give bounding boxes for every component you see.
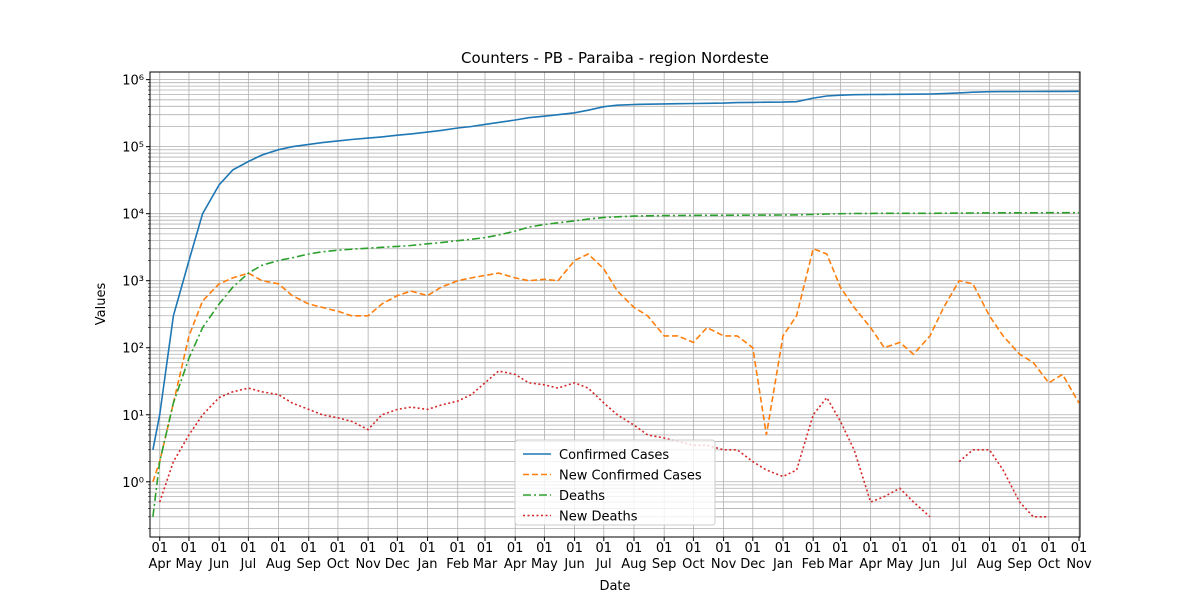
x-tick-label: 01 Apr [503,541,527,572]
x-tick-label: 01 Aug [976,541,1003,572]
x-tick-label: 01 Nov [710,541,737,572]
plot-lines [152,90,1080,518]
x-tick-label: 01 May [530,541,558,572]
x-tick-label: 01 Jun [208,541,230,572]
x-tick-label: 01 Sep [296,541,321,572]
y-tick-label: 10³ [122,275,144,290]
x-tick-label: 01 Sep [651,541,677,572]
x-tick-label: 01 Jul [950,541,968,572]
series-line [158,370,931,518]
series-line [152,211,1079,517]
x-tick-label: 01 Apr [859,541,882,572]
x-tick-label: 01 Aug [621,541,647,572]
x-tick-label: 01 Aug [265,541,292,572]
x-tick-label: 01 Feb [801,541,825,572]
x-tick-label: 01 Oct [682,541,705,572]
x-tick-label: 01 Mar [472,541,498,572]
x-tick-label: 01 May [886,541,914,572]
x-tick-label: 01 Nov [1066,541,1092,572]
series-line [958,449,1049,518]
series-line [152,247,1080,483]
legend-label: Confirmed Cases [559,448,669,463]
legend-label: New Deaths [559,510,638,525]
legend: Confirmed Cases New Confirmed Cases Deaths… [514,439,716,526]
series-line [152,90,1080,450]
y-tick-label: 10⁵ [122,141,144,156]
x-tick-label: 01 Nov [355,541,381,572]
legend-label: New Confirmed Cases [559,469,702,484]
x-tick-label: 01 Feb [446,541,470,572]
y-tick-label: 10² [122,342,144,357]
x-tick-label: 01 Dec [740,541,766,572]
x-tick-label: 01 Jul [595,541,613,572]
y-axis-label: Values [94,283,109,326]
x-tick-label: 01 Jun [564,541,585,572]
x-tick-label: 01 Apr [148,541,171,572]
x-tick-label: 01 Oct [1037,541,1061,572]
x-tick-label: 01 Dec [384,541,410,572]
y-tick-label: 10¹ [122,409,144,424]
y-tick-label: 10⁴ [122,208,144,223]
x-tick-label: 01 Jul [240,541,257,572]
x-tick-label: 01 Jan [772,541,793,572]
y-tick-label: 10⁰ [122,476,144,491]
y-tick-label: 10⁶ [122,74,144,89]
legend-label: Deaths [559,489,605,504]
x-axis-label: Date [599,579,630,594]
legend-box [514,439,716,526]
x-tick-label: 01 Jan [417,541,438,572]
plot-frame [149,71,1081,538]
x-tick-label: 01 Oct [326,541,350,572]
x-tick-label: 01 May [175,541,203,572]
x-tick-label: 01 Jun [919,541,941,572]
chart-title: Counters - PB - Paraiba - region Nordest… [461,49,769,67]
x-tick-label: 01 Sep [1007,541,1032,572]
x-tick-label: 01 Mar [828,541,853,572]
